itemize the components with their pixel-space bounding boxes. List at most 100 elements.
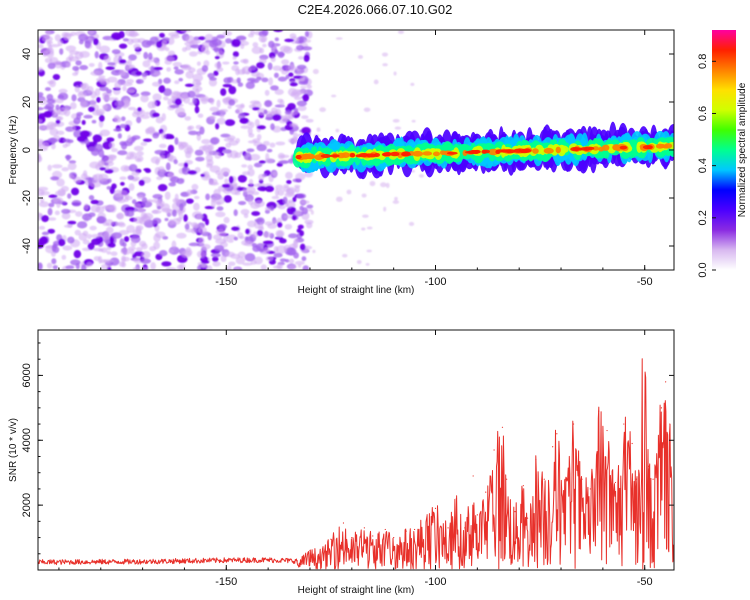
noise-blob <box>392 118 400 123</box>
noise-blob <box>258 173 265 181</box>
noise-blob <box>209 97 215 105</box>
colorbar-tick-label: 0.4 <box>697 158 709 173</box>
noise-blob <box>152 209 159 214</box>
noise-blob <box>87 86 94 94</box>
noise-blob <box>68 56 80 62</box>
noise-blob <box>114 81 122 90</box>
noise-blob <box>261 77 269 83</box>
noise-blob <box>216 99 221 108</box>
noise-blob <box>109 142 115 149</box>
noise-blob <box>296 100 307 107</box>
noise-blob <box>219 113 225 118</box>
noise-blob <box>41 231 50 236</box>
noise-blob <box>42 36 53 42</box>
noise-blob <box>223 216 230 224</box>
noise-blob <box>48 44 53 53</box>
noise-blob <box>141 72 148 77</box>
signal-blob <box>467 150 475 154</box>
noise-blob <box>140 94 149 103</box>
noise-blob <box>52 74 61 81</box>
noise-blob <box>117 198 126 204</box>
noise-blob <box>71 200 82 207</box>
noise-blob <box>177 209 182 216</box>
noise-blob <box>380 182 387 188</box>
noise-blob <box>266 148 273 153</box>
noise-blob <box>228 99 236 106</box>
noise-blob <box>240 125 251 129</box>
noise-blob <box>248 133 255 138</box>
noise-blob <box>249 100 261 105</box>
noise-blob <box>102 259 114 263</box>
signal-blob <box>389 151 400 157</box>
noise-blob <box>120 142 128 150</box>
noise-blob <box>216 67 224 73</box>
noise-blob <box>176 178 185 185</box>
noise-blob <box>158 143 167 149</box>
noise-blob <box>131 38 141 44</box>
y-tick-label: -20 <box>21 190 33 206</box>
noise-blob <box>138 179 145 186</box>
noise-blob <box>106 185 112 190</box>
noise-blob <box>274 89 284 96</box>
noise-blob <box>152 112 160 118</box>
noise-blob <box>205 193 211 201</box>
noise-blob <box>205 218 210 226</box>
noise-blob <box>113 116 122 123</box>
noise-blob <box>102 232 110 240</box>
noise-blob <box>113 56 119 65</box>
noise-blob <box>207 72 215 79</box>
noise-blob <box>206 265 213 270</box>
noise-blob <box>284 223 293 230</box>
noise-blob <box>38 262 43 270</box>
noise-blob <box>190 44 201 49</box>
noise-blob <box>187 90 196 98</box>
noise-blob <box>126 224 136 233</box>
noise-blob <box>286 179 292 185</box>
noise-blob <box>137 194 144 200</box>
snr-plot-area <box>38 330 674 570</box>
noise-blob <box>79 130 91 138</box>
noise-blob <box>236 77 241 84</box>
noise-blob <box>51 164 63 169</box>
noise-blob <box>135 71 143 76</box>
noise-blob <box>247 164 254 170</box>
noise-blob <box>222 149 232 154</box>
noise-blob <box>287 102 296 111</box>
signal-blob <box>518 148 530 154</box>
noise-blob <box>247 127 253 135</box>
noise-blob <box>107 242 116 248</box>
noise-blob <box>201 260 210 264</box>
noise-blob <box>96 216 106 224</box>
noise-blob <box>214 62 222 69</box>
noise-blob <box>176 217 183 222</box>
noise-blob <box>210 199 216 208</box>
noise-blob <box>299 76 306 82</box>
signal-blob <box>487 148 499 156</box>
snr-data-point <box>631 442 633 445</box>
y-tick-label: -40 <box>21 238 33 254</box>
signal-blob <box>662 144 669 149</box>
noise-blob <box>201 65 209 73</box>
noise-blob <box>188 130 198 136</box>
noise-blob <box>67 220 77 225</box>
noise-blob <box>262 140 270 146</box>
noise-blob <box>135 225 144 231</box>
noise-blob <box>293 252 299 259</box>
snr-data-point <box>556 433 558 435</box>
noise-blob <box>111 32 122 40</box>
noise-blob <box>256 125 266 130</box>
noise-blob <box>263 249 270 254</box>
noise-blob <box>73 176 82 184</box>
noise-blob <box>222 61 230 65</box>
noise-blob <box>80 99 87 109</box>
noise-blob <box>100 264 109 270</box>
noise-blob <box>141 39 152 48</box>
noise-blob <box>264 185 275 193</box>
noise-blob <box>121 116 126 122</box>
noise-blob <box>201 243 211 250</box>
noise-blob <box>117 150 128 156</box>
noise-blob <box>81 120 86 126</box>
noise-blob <box>63 224 73 228</box>
noise-blob <box>286 188 295 196</box>
noise-blob <box>220 88 227 96</box>
